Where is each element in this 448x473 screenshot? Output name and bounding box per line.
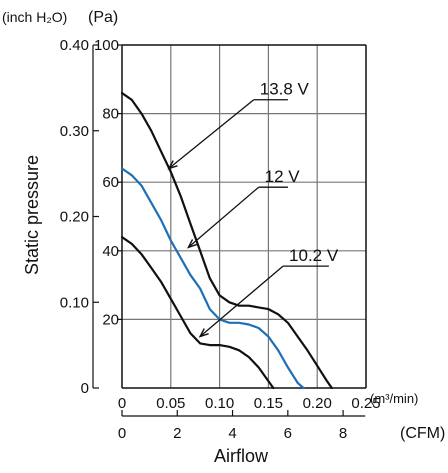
x-units-top: (m³/min) [370,391,418,406]
label-leader-1 [187,186,260,248]
x-tick-label-m3min-2: 0.10 [205,395,234,412]
y-tick-label-pa-2: 60 [102,174,119,191]
series-label-1: 12 V [265,167,301,186]
x-tick-label-cfm-3: 6 [284,425,292,442]
y-tick-label-inch-0: 0.40 [60,37,89,54]
x-tick-label-cfm-0: 0 [118,425,126,442]
y-tick-label-inch-4: 0 [81,380,89,397]
x-tick-label-cfm-1: 2 [173,425,181,442]
series-group [120,91,333,390]
plot-frame [121,44,367,389]
label-leader-2 [199,265,284,338]
series-label-0: 13.8 V [260,80,310,99]
x-tick-label-cfm-2: 4 [228,425,236,442]
y-tick-label-pa-3: 40 [102,243,119,260]
x-tick-label-m3min-4: 0.20 [303,395,332,412]
y-tick-label-pa-1: 80 [102,106,119,123]
label-arrow-1 [186,239,198,249]
x-units-bottom: (CFM) [400,425,445,442]
x-tick-label-m3min-5: 0.25 [351,395,380,412]
x-tick-label-m3min-1: 0.05 [156,395,185,412]
label-arrow-2 [198,328,209,338]
x-tick-label-m3min-3: 0.15 [254,395,283,412]
y-tick-label-pa-4: 20 [102,311,119,328]
y-tick-label-inch-3: 0.10 [60,294,89,311]
y-tick-label-inch-1: 0.30 [60,123,89,140]
series-line-0 [120,91,333,390]
grid [122,45,366,388]
y-units-right: (Pa) [88,9,118,26]
series-label-2: 10.2 V [289,246,339,265]
y-axis-title: Static pressure [22,155,42,275]
x-axis-title: Airflow [214,446,269,466]
x-tick-label-cfm-4: 8 [339,425,347,442]
series-line-1 [120,167,305,390]
series-line-2 [120,236,275,390]
label-leader-0 [168,99,255,169]
y-tick-label-pa-0: 100 [94,37,119,54]
label-arrow-0 [167,160,178,170]
y-tick-label-inch-2: 0.20 [60,209,89,226]
annotations-group: 13.8 V 12 V 10.2 V [167,80,339,338]
y-units-left: (inch H₂O) [2,9,67,25]
x-tick-label-m3min-0: 0 [118,395,126,412]
